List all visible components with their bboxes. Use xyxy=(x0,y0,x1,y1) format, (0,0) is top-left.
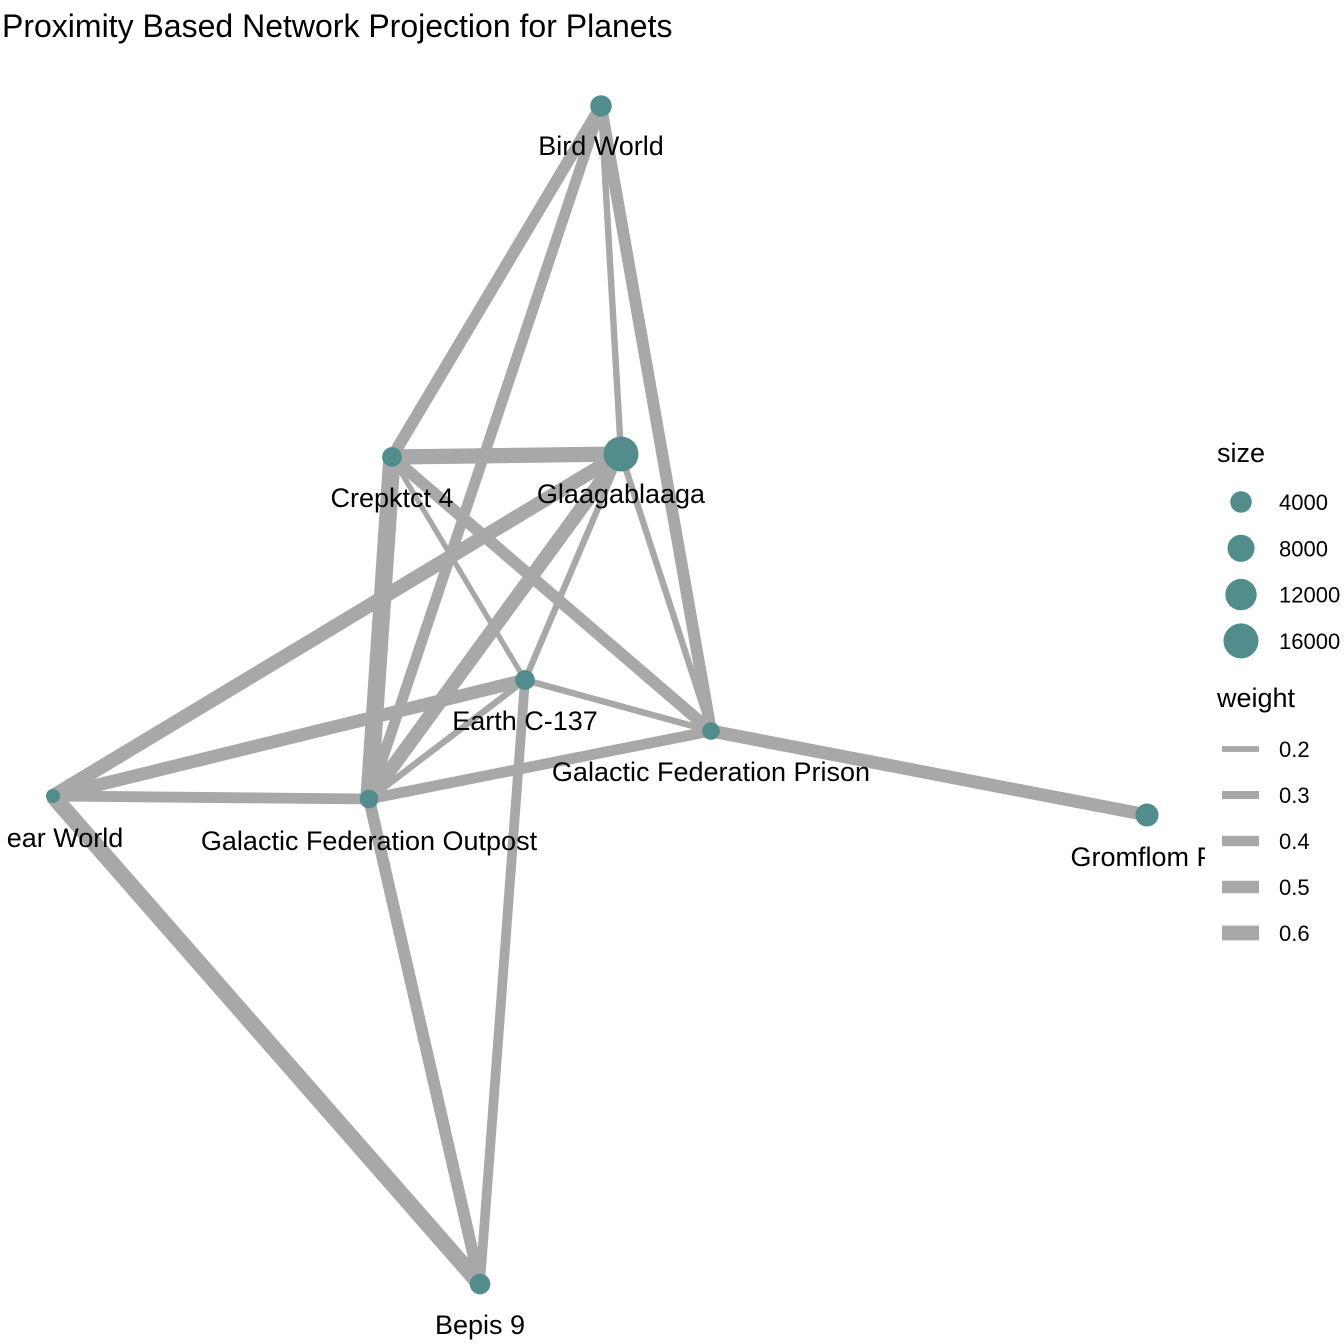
node-grom xyxy=(1135,803,1159,827)
label-layer: Bird World Glaagablaaga Crepktct 4 Earth C-… xyxy=(7,131,1223,1340)
edge-earth-bepis xyxy=(475,679,530,1285)
edge-glaag-bear xyxy=(49,447,625,803)
node-glaag xyxy=(603,436,639,472)
legend-size-label-3: 16000 xyxy=(1279,629,1340,654)
legend-weight-label-3: 0.5 xyxy=(1279,875,1310,900)
node-crep xyxy=(382,447,402,467)
edge-bear-outpost xyxy=(52,790,370,805)
legend-weight-title: weight xyxy=(1216,683,1296,713)
edge-earth-outpost xyxy=(367,677,527,802)
legend-weight-label-4: 0.6 xyxy=(1279,921,1310,946)
legend-size-label-1: 8000 xyxy=(1279,536,1328,561)
legend-weight-key-3 xyxy=(1222,880,1259,894)
edge-crep-prison xyxy=(388,452,715,736)
edge-earth-prison xyxy=(524,676,712,735)
legend-size-key-0 xyxy=(1230,491,1252,513)
edge-glaag-prison xyxy=(617,453,715,732)
node-label-bird: Bird World xyxy=(538,131,664,161)
node-label-grom: Gromflom Pr xyxy=(1070,842,1223,872)
legend-size-label-0: 4000 xyxy=(1279,490,1328,515)
node-prison xyxy=(702,722,720,740)
chart-title: Proximity Based Network Projection for P… xyxy=(2,8,673,44)
legend: size 4000 8000 12000 16000 weight 0.2 0.3 0.4… xyxy=(1216,438,1340,946)
edge-glaag-earth xyxy=(522,452,624,682)
node-label-crep: Crepktct 4 xyxy=(330,483,453,513)
node-layer xyxy=(45,95,1159,1295)
legend-size-key-2 xyxy=(1225,578,1257,611)
edge-crep-earth xyxy=(389,455,528,682)
edge-bird-glaag xyxy=(597,105,625,455)
edge-outpost-bepis xyxy=(363,797,486,1286)
legend-weight-key-2 xyxy=(1222,835,1259,847)
legend-weight-label-0: 0.2 xyxy=(1279,737,1310,762)
legend-size-key-3 xyxy=(1223,623,1259,659)
legend-size-key-1 xyxy=(1227,534,1255,562)
node-bird xyxy=(590,95,612,117)
node-label-outpost: Galactic Federation Outpost xyxy=(201,826,538,856)
node-outpost xyxy=(359,789,379,809)
legend-size-title: size xyxy=(1217,438,1265,468)
edge-layer xyxy=(46,102,1149,1290)
edge-bird-crep xyxy=(386,102,607,461)
node-label-earth: Earth C-137 xyxy=(452,706,598,736)
legend-weight-key-0 xyxy=(1222,746,1259,752)
node-label-bepis: Bepis 9 xyxy=(435,1310,525,1340)
edge-outpost-prison xyxy=(367,725,713,805)
edge-glaag-outpost xyxy=(363,449,627,804)
edge-crep-outpost xyxy=(360,456,401,800)
edge-crep-glaag xyxy=(391,446,622,465)
edge-bear-earth xyxy=(51,673,527,803)
node-label-bear: ear World xyxy=(7,823,124,853)
legend-weight-label-2: 0.4 xyxy=(1279,829,1310,854)
node-label-prison: Galactic Federation Prison xyxy=(552,757,870,787)
edge-prison-grom xyxy=(709,724,1149,822)
legend-weight-key-1 xyxy=(1222,790,1259,800)
legend-weight-label-1: 0.3 xyxy=(1279,783,1310,808)
edge-bear-bepis xyxy=(46,790,487,1290)
legend-size-label-2: 12000 xyxy=(1279,583,1340,608)
legend-weight-key-4 xyxy=(1222,925,1259,941)
node-earth xyxy=(515,670,535,690)
node-label-glaag: Glaagablaaga xyxy=(537,479,706,509)
node-bear xyxy=(45,788,61,804)
node-bepis xyxy=(469,1273,491,1295)
edge-bird-prison xyxy=(595,104,717,733)
